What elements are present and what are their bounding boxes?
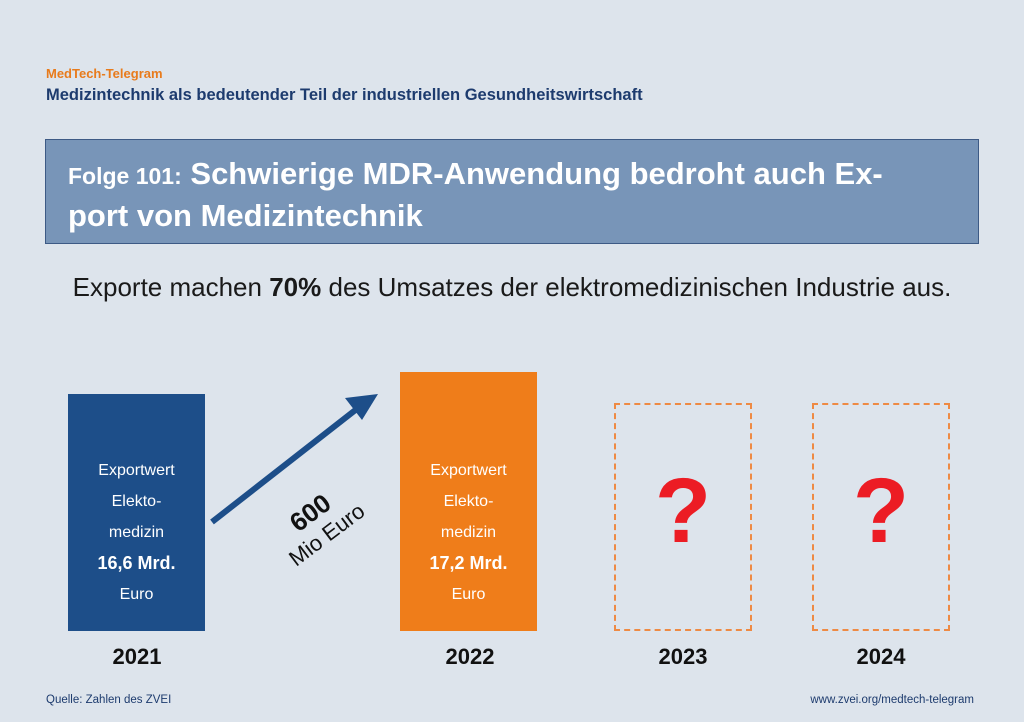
year-label-2021: 2021 <box>112 644 162 669</box>
question-mark-icon: ? <box>852 460 910 562</box>
subtitle: Medizintechnik als bedeutender Teil der … <box>46 86 643 104</box>
title-prefix: Folge 101: <box>68 163 182 189</box>
bar-2021-line3: medizin <box>108 524 165 541</box>
bar-2021-value: 16,6 Mrd. <box>97 553 176 573</box>
placeholder-2023: ? <box>614 403 752 631</box>
bar-2022: Exportwert Elekto- medizin 17,2 Mrd. Eur… <box>400 372 537 631</box>
title-line1: Schwierige MDR-Anwendung bedroht auch Ex… <box>190 156 883 191</box>
year-label-2022: 2022 <box>445 644 495 669</box>
headline-after: des Umsatzes der elektromedizinischen In… <box>321 272 952 302</box>
brand-label: MedTech-Telegram <box>46 66 163 81</box>
question-mark-icon: ? <box>654 460 712 562</box>
placeholder-2024: ? <box>812 403 950 631</box>
bar-2021-unit: Euro <box>119 586 154 603</box>
bar-2022-line3: medizin <box>440 524 497 541</box>
bar-2022-line1: Exportwert <box>430 462 507 479</box>
title-line2: port von Medizintechnik <box>68 198 423 233</box>
footer-url[interactable]: www.zvei.org/medtech-telegram <box>810 694 974 706</box>
source-note: Quelle: Zahlen des ZVEI <box>46 694 172 706</box>
headline-highlight: 70% <box>269 272 322 302</box>
bar-2021: Exportwert Elekto- medizin 16,6 Mrd. Eur… <box>68 394 205 631</box>
bar-2021-line1: Exportwert <box>98 462 175 479</box>
year-label-2024: 2024 <box>856 644 906 669</box>
bar-2022-line2: Elekto- <box>443 493 494 510</box>
title-box: Folge 101: Schwierige MDR-Anwendung bedr… <box>45 139 979 244</box>
bar-2021-line2: Elekto- <box>111 493 162 510</box>
bar-2022-unit: Euro <box>451 586 486 603</box>
headline: Exporte machen 70% des Umsatzes der elek… <box>0 272 1024 303</box>
year-label-2023: 2023 <box>658 644 708 669</box>
bar-2022-label: Exportwert Elekto- medizin 17,2 Mrd. Eur… <box>400 455 537 610</box>
headline-before: Exporte machen <box>72 272 270 302</box>
bar-2021-label: Exportwert Elekto- medizin 16,6 Mrd. Eur… <box>68 455 205 610</box>
bar-2022-value: 17,2 Mrd. <box>429 553 508 573</box>
